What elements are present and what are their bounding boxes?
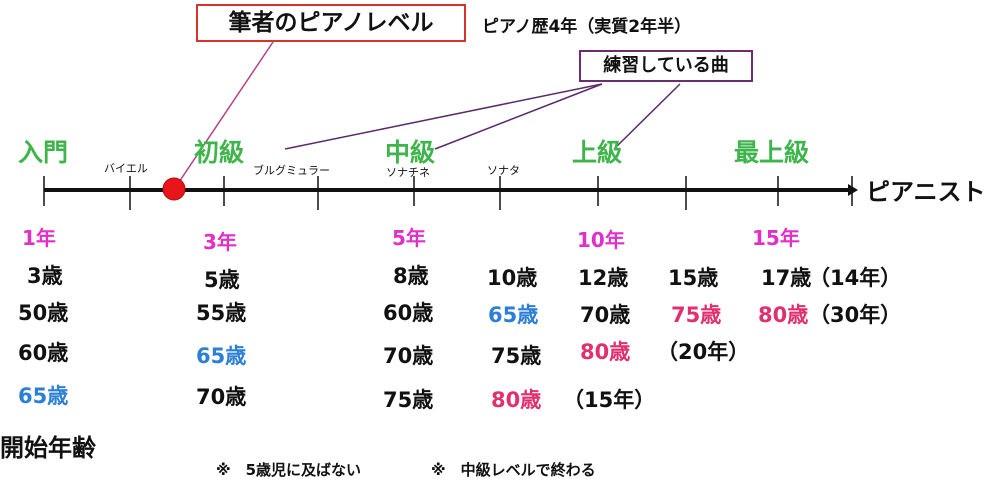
years-3: 3年 (203, 230, 237, 254)
author-level-marker (162, 177, 186, 201)
age-cell: 8歳 (393, 264, 429, 288)
age-cell: 10歳 (487, 266, 538, 290)
duration-note: （14年） (809, 266, 902, 290)
age-cell: 60歳 (383, 301, 434, 325)
age-cell: 12歳 (578, 266, 629, 290)
age-cell: 75歳 (491, 344, 542, 368)
main-callout-pointer (174, 41, 274, 189)
age-cell: 65歳 (18, 384, 69, 408)
author-level-callout: 筆者のピアノレベル (196, 4, 466, 42)
age-cell: 65歳 (488, 303, 539, 327)
milestone-beyer: バイエル (104, 162, 148, 175)
age-cell: 60歳 (18, 341, 69, 365)
milestone-sonatine: ソナチネ (386, 166, 430, 179)
level-label-elementary: 初級 (194, 138, 245, 167)
years-5: 5年 (392, 226, 426, 250)
age-cell: 3歳 (27, 264, 63, 288)
author-level-callout-text: 筆者のピアノレベル (228, 10, 434, 36)
age-cell: 70歳 (383, 344, 434, 368)
level-label-intermediate: 中級 (385, 138, 436, 167)
duration-note: （20年） (657, 340, 750, 364)
pieces-pointer-1 (284, 83, 603, 150)
pieces-pointer-3 (613, 83, 681, 150)
age-cell: 80歳 (758, 303, 809, 327)
age-cell: 75歳 (383, 388, 434, 412)
age-cell: 55歳 (196, 301, 247, 325)
years-1: 1年 (22, 226, 56, 250)
footnote-2: ※ 中級レベルで終わる (431, 461, 596, 479)
footnote-1: ※ 5歳児に及ばない (216, 461, 362, 479)
age-cell: 15歳 (668, 266, 719, 290)
duration-note: （30年） (809, 303, 902, 327)
age-cell: 50歳 (18, 301, 69, 325)
duration-note: （15年） (563, 388, 656, 412)
timeline-arrowhead (848, 184, 858, 196)
age-cell: 70歳 (580, 303, 631, 327)
level-label-beginner: 入門 (18, 138, 69, 167)
pieces-callout: 練習している曲 (579, 50, 753, 82)
age-cell: 80歳 (580, 340, 631, 364)
age-cell: 70歳 (196, 385, 247, 409)
pianist-label: ピアニスト (866, 178, 986, 206)
start-age-title: 開始年齢 (0, 434, 96, 462)
age-cell: 17歳 (761, 266, 812, 290)
pieces-pointer-2 (434, 83, 603, 150)
pieces-callout-text: 練習している曲 (603, 55, 729, 76)
level-label-expert: 最上級 (734, 138, 810, 167)
age-cell: 5歳 (204, 268, 240, 292)
age-cell: 75歳 (671, 303, 722, 327)
milestone-sonata: ソナタ (487, 164, 520, 177)
milestone-burgmuller: ブルグミュラー (253, 164, 330, 177)
piano-history-text: ピアノ歴4年（実質2年半） (482, 17, 692, 37)
years-15: 15年 (752, 226, 800, 250)
age-cell: 80歳 (491, 388, 542, 412)
level-label-advanced: 上級 (572, 138, 623, 167)
age-cell: 65歳 (196, 344, 247, 368)
years-10: 10年 (577, 228, 625, 252)
